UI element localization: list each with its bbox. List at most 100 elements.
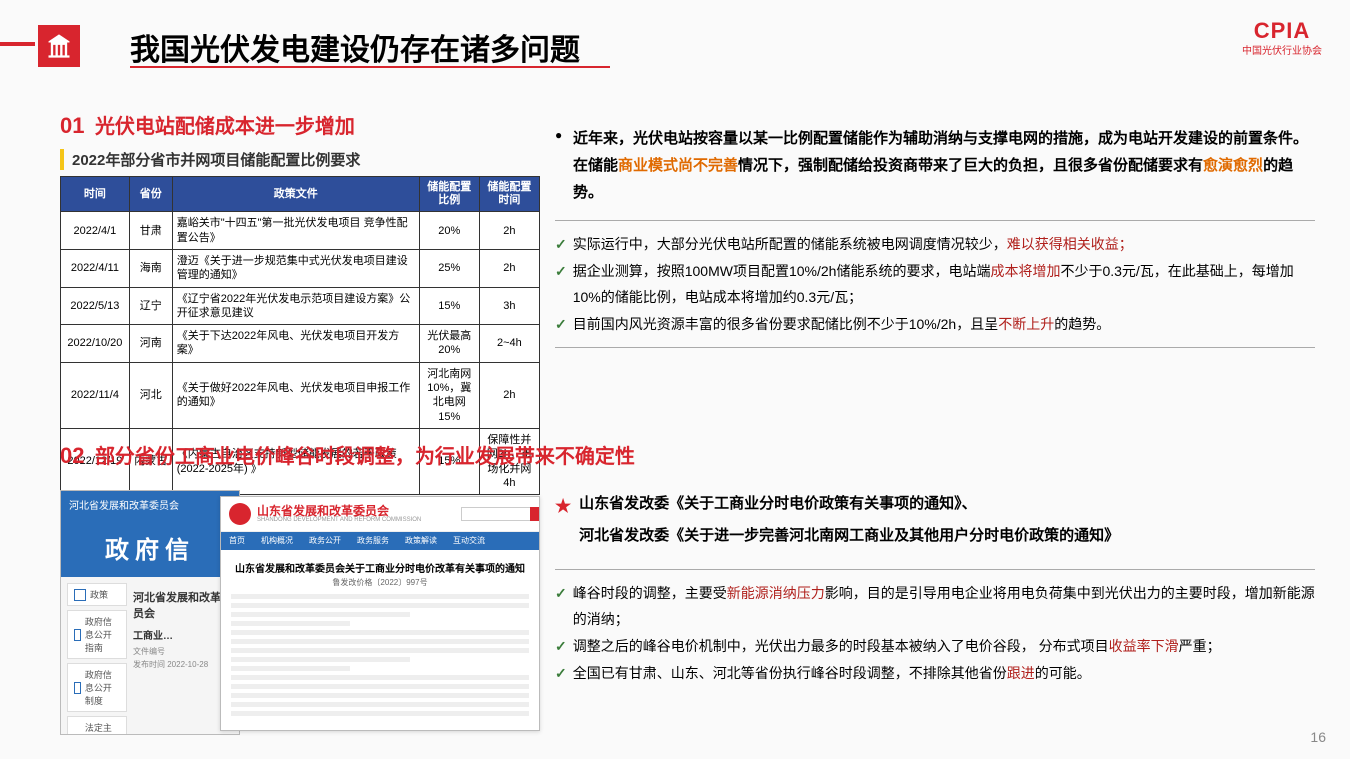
check-row: ✓峰谷时段的调整，主要受新能源消纳压力影响，目的是引导用电企业将用电负荷集中到光… (555, 580, 1315, 633)
check-icon: ✓ (555, 311, 567, 338)
table-cell: 河南 (129, 325, 172, 363)
sidebar-item: 政策 (67, 583, 127, 606)
star-list: ★ 山东省发改委《关于工商业分时电价政策有关事项的通知》、 ★ 河北省发改委《关… (555, 490, 1315, 555)
check-text: 目前国内风光资源丰富的很多省份要求配储比例不少于10%/2h，且呈不断上升的趋势… (573, 311, 1110, 338)
table-cell: 2~4h (479, 325, 539, 363)
highlight-text: 跟进 (1007, 665, 1035, 681)
shandong-doc-body (221, 594, 539, 716)
check-row: ✓据企业测算，按照100MW项目配置10%/2h储能系统的要求，电站端成本将增加… (555, 258, 1315, 311)
search-box (461, 507, 531, 521)
hebei-gov-screenshot: 河北省发展和改革委员会 政府信 政策 政府信息公开指南 政府信息公开制度 法定主… (60, 490, 240, 735)
nav-item: 政务服务 (349, 532, 397, 550)
shandong-org-name: 山东省发展和改革委员会 (257, 505, 421, 517)
section-01-left: 01 光伏电站配储成本进一步增加 2022年部分省市并网项目储能配置比例要求 时… (60, 110, 540, 495)
section-01-right: 近年来，光伏电站按容量以某一比例配置储能作为辅助消纳与支撑电网的措施，成为电站开… (555, 125, 1315, 348)
highlight-text: 成本将增加 (990, 263, 1060, 279)
col-date: 时间 (61, 177, 130, 212)
table-cell: 15% (419, 287, 479, 325)
hebei-org-name: 河北省发展和改革委员会 (61, 491, 239, 518)
section-02-heading: 02 部分省份工商业电价峰谷时段调整，为行业发展带来不确定性 (60, 440, 1310, 469)
table-cell: 辽宁 (129, 287, 172, 325)
hebei-doc-title: 河北省发展和改革委员会 (133, 589, 233, 621)
table-cell: 2022/5/13 (61, 287, 130, 325)
section-01-number: 01 (60, 113, 84, 138)
table-row: 2022/5/13辽宁《辽宁省2022年光伏发电示范项目建设方案》公开征求意见建… (61, 287, 540, 325)
check-text: 实际运行中，大部分光伏电站所配置的储能系统被电网调度情况较少，难以获得相关收益； (573, 231, 1133, 258)
star-icon: ★ (555, 490, 571, 522)
check-row: ✓目前国内风光资源丰富的很多省份要求配储比例不少于10%/2h，且呈不断上升的趋… (555, 311, 1315, 338)
check-text: 据企业测算，按照100MW项目配置10%/2h储能系统的要求，电站端成本将增加不… (573, 258, 1315, 311)
table-cell: 澄迈《关于进一步规范集中式光伏发电项目建设管理的通知》 (172, 249, 419, 287)
bullet-hl-2: 愈演愈烈 (1203, 157, 1263, 174)
col-duration: 储能配置时间 (479, 177, 539, 212)
logo-text: CPIA (1242, 18, 1322, 44)
nav-item: 首页 (221, 532, 253, 550)
star-row: ★ 山东省发改委《关于工商业分时电价政策有关事项的通知》、 (555, 490, 1315, 522)
table-caption: 2022年部分省市并网项目储能配置比例要求 (60, 149, 540, 170)
logo-subtext: 中国光伏行业协会 (1242, 42, 1322, 57)
table-cell: 2h (479, 362, 539, 428)
national-emblem-icon (229, 503, 251, 525)
table-cell: 2022/4/1 (61, 212, 130, 250)
col-doc: 政策文件 (172, 177, 419, 212)
table-cell: 2022/4/11 (61, 249, 130, 287)
bullet-hl-1: 商业模式尚不完善 (618, 157, 738, 174)
check-icon: ✓ (555, 580, 567, 607)
shandong-org-en: SHANDONG DEVELOPMENT AND REFORM COMMISSI… (257, 517, 421, 523)
shandong-header: 山东省发展和改革委员会 SHANDONG DEVELOPMENT AND REF… (221, 497, 539, 532)
highlight-text: 收益率下滑 (1109, 638, 1179, 654)
table-row: 2022/11/4河北《关于做好2022年风电、光伏发电项目申报工作的通知》河北… (61, 362, 540, 428)
sidebar-item: 政府信息公开制度 (67, 663, 127, 712)
header-rule (0, 42, 35, 46)
star-row: ★ 河北省发改委《关于进一步完善河北南网工商业及其他用户分时电价政策的通知》 (555, 522, 1315, 554)
shandong-doc-ref: 鲁发改价格〔2022〕997号 (221, 577, 539, 588)
table-cell: 2h (479, 212, 539, 250)
table-cell: 2022/11/4 (61, 362, 130, 428)
star-text-1: 山东省发改委《关于工商业分时电价政策有关事项的通知》、 (579, 490, 977, 522)
highlight-text: 新能源消纳压力 (727, 585, 825, 601)
table-cell: 嘉峪关市"十四五"第一批光伏发电项目 竞争性配置公告》 (172, 212, 419, 250)
table-cell: 《关于下达2022年风电、光伏发电项目开发方案》 (172, 325, 419, 363)
nav-item: 政策解读 (397, 532, 445, 550)
check-text: 调整之后的峰谷电价机制中，光伏出力最多的时段基本被纳入了电价谷段， 分布式项目收… (573, 633, 1221, 660)
table-cell: 海南 (129, 249, 172, 287)
shandong-doc-title: 山东省发展和改革委员会关于工商业分时电价改革有关事项的通知 (227, 560, 533, 575)
shandong-nav: 首页机构概况政务公开政务服务政策解读互动交流 (221, 532, 539, 550)
table-cell: 光伏最高20% (419, 325, 479, 363)
nav-item: 机构概况 (253, 532, 301, 550)
sidebar-item: 政府信息公开指南 (67, 610, 127, 659)
check-icon: ✓ (555, 258, 567, 285)
hebei-doc-sub: 工商业… (133, 627, 233, 642)
check-icon: ✓ (555, 633, 567, 660)
section-01-checklist: ✓实际运行中，大部分光伏电站所配置的储能系统被电网调度情况较少，难以获得相关收益… (555, 220, 1315, 348)
section-02-heading-wrap: 02 部分省份工商业电价峰谷时段调整，为行业发展带来不确定性 (60, 440, 1310, 481)
star-text-2: 河北省发改委《关于进一步完善河北南网工商业及其他用户分时电价政策的通知》 (579, 522, 1119, 554)
page-number: 16 (1310, 729, 1326, 745)
gov-screenshots: 河北省发展和改革委员会 政府信 政策 政府信息公开指南 政府信息公开制度 法定主… (60, 490, 530, 735)
section-02-checklist: ✓峰谷时段的调整，主要受新能源消纳压力影响，目的是引导用电企业将用电负荷集中到光… (555, 569, 1315, 696)
table-cell: 甘肃 (129, 212, 172, 250)
section-01-heading: 01 光伏电站配储成本进一步增加 (60, 110, 540, 139)
section-02-title-a: 部分省份工商业电价峰谷时段调整， (95, 446, 415, 468)
section-02-title-b: 为行业发展带来不确定性 (415, 446, 635, 468)
table-cell: 《关于做好2022年风电、光伏发电项目申报工作的通知》 (172, 362, 419, 428)
check-icon: ✓ (555, 660, 567, 687)
title-underline (130, 66, 610, 68)
hebei-body: 政策 政府信息公开指南 政府信息公开制度 法定主动公开内容 政府信息 河北省发展… (61, 577, 239, 735)
table-cell: 2h (479, 249, 539, 287)
building-icon (38, 25, 80, 67)
check-text: 全国已有甘肃、山东、河北等省份执行峰谷时段调整，不排除其他省份跟进的可能。 (573, 660, 1091, 687)
meta-line: 发布时间 2022-10-28 (133, 659, 233, 670)
table-header-row: 时间 省份 政策文件 储能配置比例 储能配置时间 (61, 177, 540, 212)
table-cell: 河北 (129, 362, 172, 428)
slide: 我国光伏发电建设仍存在诸多问题 CPIA 中国光伏行业协会 01 光伏电站配储成… (0, 0, 1350, 759)
meta-line: 文件编号 (133, 646, 233, 657)
table-cell: 河北南网10%，冀北电网15% (419, 362, 479, 428)
highlight-text: 难以获得相关收益； (1007, 236, 1133, 252)
sidebar-item: 法定主动公开内容 (67, 716, 127, 735)
main-bullet: 近年来，光伏电站按容量以某一比例配置储能作为辅助消纳与支撑电网的措施，成为电站开… (555, 125, 1315, 206)
table-cell: 3h (479, 287, 539, 325)
section-01-title: 光伏电站配储成本进一步增加 (95, 116, 355, 138)
hebei-banner: 政府信 (61, 518, 239, 577)
table-cell: 20% (419, 212, 479, 250)
